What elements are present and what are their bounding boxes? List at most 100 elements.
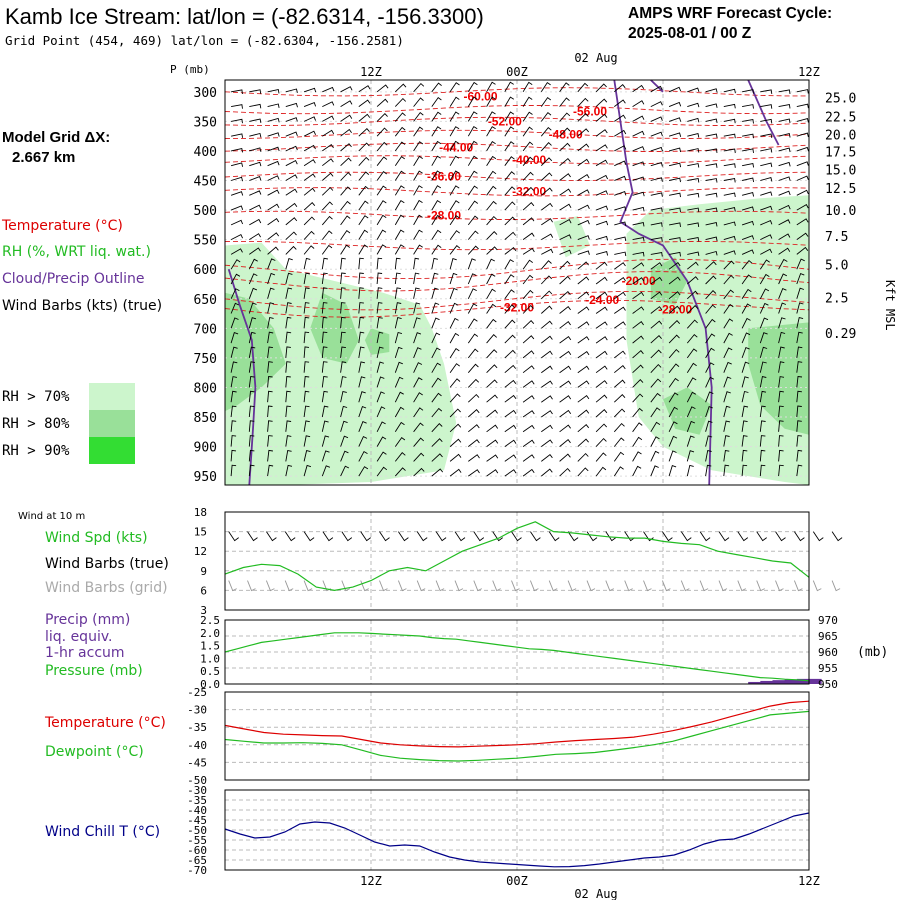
upper-wind-barb: [358, 361, 366, 373]
upper-wind-barb: [595, 306, 608, 314]
upper-wind-barb: [705, 333, 716, 344]
temperature-contour: [224, 116, 810, 126]
wind-barb-true: [530, 531, 541, 542]
wind-barb-true: [398, 531, 409, 542]
upper-wind-barb: [668, 147, 682, 153]
upper-air-panel: -60.00-56.00-52.00-48.00-44.00-40.00-36.…: [1, 63, 897, 486]
upper-legend-entry: RH (%, WRT liq. wat.): [2, 244, 151, 260]
upper-wind-barb: [431, 377, 442, 388]
upper-wind-barb: [522, 380, 535, 388]
upper-wind-barb: [796, 287, 805, 299]
upper-wind-barb: [559, 157, 571, 167]
upper-wind-barb: [796, 464, 803, 477]
upper-wind-barb: [486, 334, 498, 344]
upper-wind-barb: [358, 450, 368, 462]
upper-wind-barb: [486, 409, 498, 418]
upper-wind-barb: [741, 259, 753, 270]
upper-wind-barb: [231, 89, 243, 94]
upper-wind-barb: [248, 317, 257, 329]
upper-wind-barb: [230, 176, 244, 182]
upper-wind-barb: [394, 126, 406, 137]
upper-wind-barb: [394, 257, 401, 270]
upper-wind-barb: [595, 98, 608, 107]
upper-wind-barb: [760, 118, 773, 124]
upper-wind-barb: [413, 317, 421, 329]
temperature-tick: -50: [187, 774, 207, 787]
upper-wind-barb: [321, 230, 333, 240]
wind-barb-grid: [699, 580, 709, 592]
temperature-contour: [224, 258, 810, 280]
upper-wind-barb: [413, 332, 422, 344]
upper-wind-barb: [796, 175, 809, 181]
upper-wind-barb: [431, 111, 442, 122]
upper-wind-barb: [394, 244, 405, 255]
upper-wind-barb: [687, 192, 700, 198]
upper-wind-barb: [577, 350, 590, 359]
upper-wind-barb: [650, 222, 663, 227]
upper-wind-barb: [778, 317, 786, 329]
pressure-panel-frame: [224, 619, 810, 685]
wind-barb-grid: [605, 580, 615, 592]
upper-wind-barb: [668, 261, 681, 270]
upper-wind-barb: [741, 376, 749, 388]
upper-wind-barb: [595, 144, 608, 152]
upper-wind-barb: [394, 229, 405, 240]
upper-wind-barb: [504, 364, 517, 374]
upper-wind-barb: [796, 203, 809, 211]
grid-point-label: Grid Point (454, 469) lat/lon = (-82.630…: [5, 33, 404, 48]
upper-wind-barb: [741, 449, 748, 462]
upper-wind-barb: [668, 86, 682, 93]
upper-wind-barb: [358, 128, 370, 137]
upper-wind-barb: [522, 259, 533, 270]
upper-wind-barb: [249, 233, 261, 240]
wind-tick: 3: [200, 604, 207, 617]
temperature-tick-labels: -25 -30 -35 -40 -45 -50: [187, 686, 207, 787]
upper-wind-barb: [650, 162, 663, 167]
upper-wind-barb: [650, 450, 660, 462]
upper-wind-barb: [650, 306, 663, 314]
upper-wind-barb: [687, 177, 700, 183]
upper-wind-barb: [796, 232, 809, 240]
upper-tick-labels: 300 350 400 450 500 550 600 650 700 750 800 850 900 9…: [194, 86, 857, 485]
upper-wind-barb: [577, 452, 589, 462]
upper-wind-barb: [577, 261, 589, 270]
upper-wind-barb: [723, 420, 731, 432]
upper-wind-barb: [358, 113, 371, 122]
upper-wind-barb: [285, 346, 291, 358]
upper-wind-barb: [340, 229, 351, 240]
upper-wind-barb: [486, 231, 498, 240]
rh-legend-label: RH > 90%: [2, 443, 70, 459]
upper-wind-barb: [267, 246, 279, 255]
upper-wind-barb: [559, 218, 572, 226]
upper-wind-barb: [796, 302, 804, 314]
upper-wind-barb: [541, 380, 553, 388]
upper-wind-barb: [669, 192, 681, 198]
upper-wind-barb: [723, 250, 736, 255]
upper-wind-barb: [504, 96, 515, 107]
temperature-contour: [224, 142, 810, 152]
upper-wind-barb: [778, 346, 785, 358]
upper-wind-barb: [595, 466, 607, 477]
time-tick-bottom: 12Z: [798, 874, 820, 888]
upper-wind-barb: [650, 291, 663, 300]
upper-wind-barb: [394, 302, 402, 314]
upper-wind-barb: [632, 379, 644, 388]
temperature-tick: -40: [187, 739, 207, 752]
upper-wind-barb: [595, 159, 608, 167]
upper-wind-barb: [778, 118, 791, 124]
pressure-tick: 700: [194, 322, 217, 337]
pressure-axis-label: P (mb): [170, 63, 210, 76]
upper-wind-barb: [668, 320, 681, 329]
temperature-contour-label: -20.00: [622, 274, 656, 288]
wind-barb-true: [699, 531, 711, 542]
upper-wind-barb: [559, 335, 572, 344]
upper-wind-barb: [778, 204, 791, 211]
upper-wind-barb: [686, 450, 695, 462]
upper-wind-barb: [741, 288, 752, 300]
wind-barb-grid: [529, 580, 539, 592]
upper-wind-barb: [632, 221, 645, 227]
upper-wind-barb: [413, 244, 423, 255]
upper-wind-barb: [431, 392, 442, 403]
upper-wind-barb: [285, 231, 297, 240]
upper-wind-barb: [522, 186, 534, 196]
